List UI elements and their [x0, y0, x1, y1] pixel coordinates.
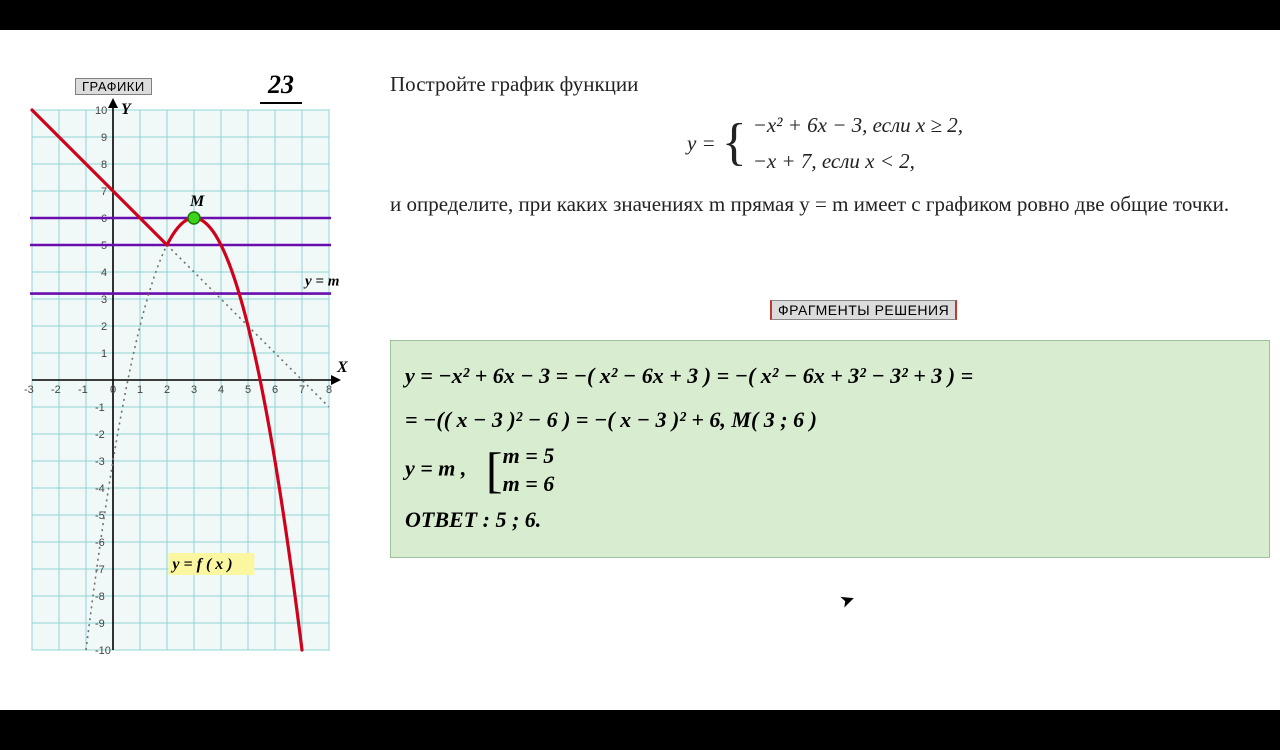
func-lhs: y = — [687, 127, 716, 160]
svg-text:-1: -1 — [95, 402, 105, 414]
svg-text:8: 8 — [101, 159, 107, 171]
m-value-2: m = 6 — [503, 471, 555, 497]
svg-text:7: 7 — [101, 186, 107, 198]
svg-text:y = 5: y = 5 — [18, 238, 19, 254]
svg-text:y = 6: y = 6 — [18, 211, 19, 227]
case-1: −x² + 6x − 3, если x ≥ 2, — [753, 109, 963, 142]
svg-text:y = f ( x ): y = f ( x ) — [170, 556, 232, 573]
function-graph: XY-3-2-1012345678-10-9-8-7-6-5-4-3-2-112… — [18, 90, 348, 690]
svg-text:6: 6 — [272, 384, 278, 396]
m-value-1: m = 5 — [503, 443, 555, 469]
solution-line-2: = −(( x − 3 )² − 6 ) = −( x − 3 )² + 6, … — [405, 399, 1255, 441]
svg-text:X: X — [336, 359, 348, 376]
svg-text:0: 0 — [110, 384, 116, 396]
svg-text:2: 2 — [101, 321, 107, 333]
svg-text:-3: -3 — [95, 456, 105, 468]
svg-text:10: 10 — [95, 105, 107, 117]
solution-box: y = −x² + 6x − 3 = −( x² − 6x + 3 ) = −(… — [390, 340, 1270, 558]
solution-line-1: y = −x² + 6x − 3 = −( x² − 6x + 3 ) = −(… — [405, 355, 1255, 397]
svg-text:4: 4 — [218, 384, 224, 396]
svg-text:Y: Y — [121, 101, 132, 118]
svg-text:-3: -3 — [24, 384, 34, 396]
svg-text:1: 1 — [101, 348, 107, 360]
svg-text:M: M — [189, 193, 205, 210]
case-2: −x + 7, если x < 2, — [753, 145, 915, 178]
solution-line-3-lhs: y = m , — [405, 455, 466, 480]
svg-text:-2: -2 — [51, 384, 61, 396]
problem-statement: Постройте график функции y = { −x² + 6x … — [390, 68, 1260, 220]
svg-text:5: 5 — [245, 384, 251, 396]
piecewise-function: y = { −x² + 6x − 3, если x ≥ 2, −x + 7, … — [390, 109, 1260, 178]
solution-line-3: y = m , [ m = 5 m = 6 — [405, 443, 1255, 498]
problem-intro: Постройте график функции — [390, 68, 1260, 101]
svg-text:1: 1 — [137, 384, 143, 396]
svg-text:-4: -4 — [95, 483, 105, 495]
svg-text:-10: -10 — [95, 645, 111, 657]
problem-tail: и определите, при каких значениях m прям… — [390, 188, 1260, 221]
svg-text:3: 3 — [191, 384, 197, 396]
solution-fragments-button[interactable]: ФРАГМЕНТЫ РЕШЕНИЯ — [770, 300, 957, 320]
svg-text:8: 8 — [326, 384, 332, 396]
svg-text:3: 3 — [101, 294, 107, 306]
svg-text:-8: -8 — [95, 591, 105, 603]
svg-text:-2: -2 — [95, 429, 105, 441]
svg-text:7: 7 — [299, 384, 305, 396]
left-brace-icon: { — [722, 117, 747, 169]
svg-text:4: 4 — [101, 267, 107, 279]
svg-text:-5: -5 — [95, 510, 105, 522]
answer: ОТВЕТ : 5 ; 6. — [405, 499, 1255, 541]
svg-text:9: 9 — [101, 132, 107, 144]
svg-text:-1: -1 — [78, 384, 88, 396]
svg-text:-9: -9 — [95, 618, 105, 630]
cursor-icon: ➤ — [837, 588, 858, 613]
square-bracket-icon: [ — [486, 450, 503, 490]
svg-text:y = m: y = m — [303, 274, 339, 290]
svg-text:2: 2 — [164, 384, 170, 396]
